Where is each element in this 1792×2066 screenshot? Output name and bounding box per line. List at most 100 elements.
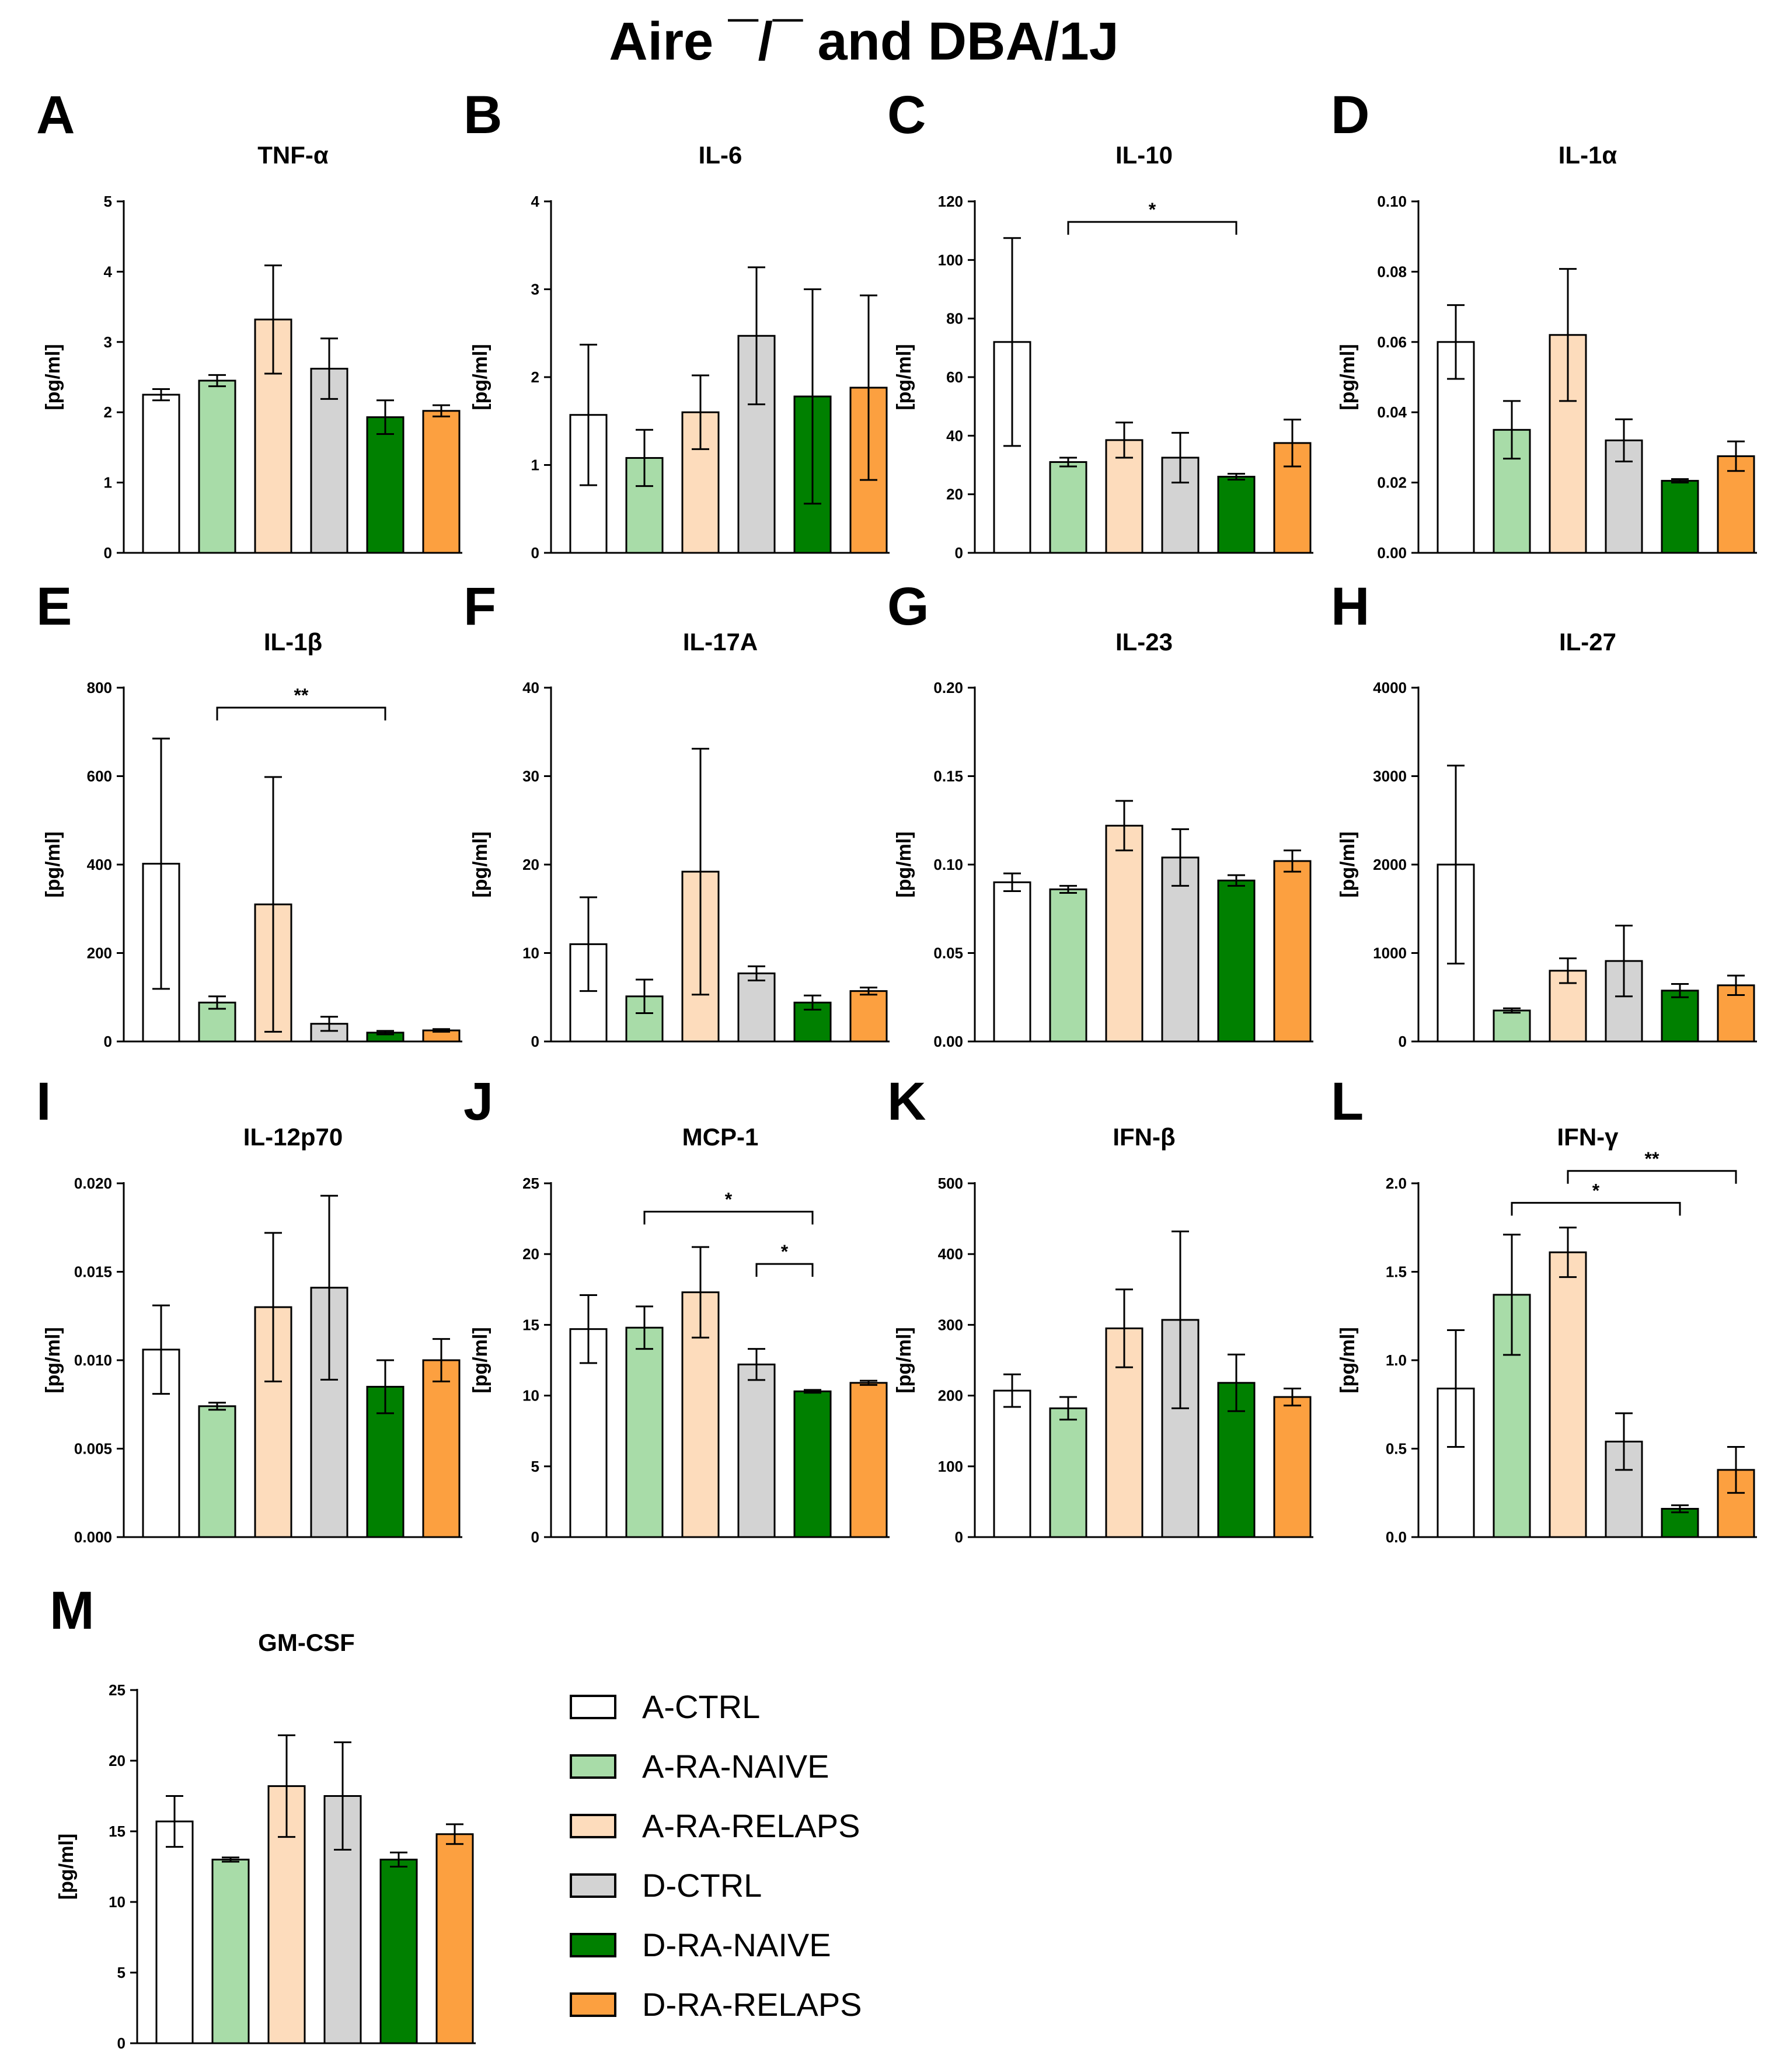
error-bar (152, 1304, 170, 1395)
error-bar (264, 264, 282, 375)
error-bar (320, 337, 338, 400)
y-axis-label: [pg/ml] (42, 1327, 64, 1393)
y-tick-label: 20 (109, 1752, 125, 1769)
y-axis-label: [pg/ml] (469, 344, 491, 410)
y-tick-label: 60 (946, 368, 963, 386)
bar-d-ctrl (1605, 439, 1643, 554)
y-tick-label: 10 (522, 945, 539, 962)
y-tick-label: 3000 (1373, 768, 1407, 785)
error-bar (580, 896, 597, 992)
y-tick-label: 4 (104, 263, 113, 280)
y-tick-label: 0.020 (74, 1175, 112, 1192)
panel-letter: M (50, 1581, 95, 1640)
error-bar (1559, 1227, 1577, 1278)
panel-g: G IL-23 [pg/ml] 0.00 0.05 0.10 0.15 0.20 (887, 577, 1313, 1050)
bar-a-ra-relaps (254, 318, 292, 554)
bar-d-ra-relaps (1273, 1396, 1312, 1538)
y-tick-label: 200 (938, 1387, 963, 1405)
bar-d-ra-naive (1217, 476, 1256, 554)
error-bar (636, 978, 653, 1015)
y-tick-label: 0.005 (74, 1440, 112, 1458)
error-bar (1003, 872, 1021, 892)
legend-item: D-RA-RELAPS (570, 1986, 862, 2023)
significance-label: ** (1645, 1148, 1659, 1169)
legend-swatch (570, 1695, 616, 1719)
y-tick-label: 15 (109, 1823, 125, 1840)
error-bar (1559, 268, 1577, 402)
panel-e: E IL-1β [pg/ml] 0 200 400 600 800 ** (36, 577, 462, 1050)
significance-bracket: * (643, 1189, 814, 1225)
error-bar (1447, 764, 1465, 965)
y-tick-label: 0.02 (1377, 474, 1407, 492)
y-tick-label: 0.000 (74, 1528, 112, 1546)
y-tick-label: 0 (955, 544, 963, 562)
error-bar (390, 1851, 407, 1868)
panel-letter: F (463, 577, 496, 636)
bar-d-ra-relaps (849, 1382, 888, 1538)
error-bar (1615, 418, 1633, 462)
y-tick-label: 1 (531, 457, 539, 474)
error-bar (1615, 925, 1633, 998)
error-bar (208, 995, 226, 1010)
y-tick-label: 0.10 (933, 856, 963, 873)
error-bar (860, 1379, 877, 1386)
panel-k: K IFN-β [pg/ml] 0 100 200 300 400 500 (887, 1072, 1313, 1546)
significance-label: ** (294, 685, 309, 706)
significance-label: * (1592, 1180, 1600, 1201)
y-tick-label: 600 (87, 768, 112, 785)
y-tick-label: 100 (938, 251, 963, 269)
y-tick-label: 1.0 (1386, 1351, 1407, 1369)
error-bar (804, 288, 821, 505)
bar-d-ctrl (310, 368, 348, 554)
y-tick-label: 400 (87, 856, 112, 873)
panel-c: C IL-10 [pg/ml] 0 20 40 60 80 100 120 * (887, 85, 1313, 562)
bar-d-ra-naive (793, 1390, 832, 1538)
panel-title: IL-23 (1115, 628, 1173, 656)
panel-title: IFN-β (1113, 1123, 1175, 1151)
error-bar (320, 1016, 338, 1032)
panel-title: TNF-α (257, 141, 329, 169)
bar-d-ra-relaps (435, 1833, 474, 2044)
error-bar (376, 1359, 394, 1415)
error-bar (1284, 849, 1301, 873)
legend-item: A-RA-RELAPS (570, 1807, 860, 1844)
panel-letter: I (36, 1072, 51, 1131)
y-axis-label: [pg/ml] (893, 831, 915, 897)
y-tick-label: 120 (938, 193, 963, 210)
y-tick-label: 2 (531, 368, 539, 386)
y-tick-label: 0.00 (1377, 544, 1407, 562)
y-tick-label: 1 (104, 474, 112, 492)
error-bar (1727, 974, 1745, 996)
error-bar (334, 1741, 351, 1851)
error-bar (1559, 957, 1577, 984)
y-tick-label: 200 (87, 945, 112, 962)
panel-b: B IL-6 [pg/ml] 0 1 2 3 4 (463, 85, 890, 562)
legend-swatch (570, 1814, 616, 1838)
y-tick-label: 0.015 (74, 1263, 112, 1281)
y-tick-label: 20 (522, 856, 539, 873)
error-bar (804, 994, 821, 1011)
y-tick-label: 0.15 (933, 768, 963, 785)
y-axis-label: [pg/ml] (893, 344, 915, 410)
error-bar (1447, 304, 1465, 380)
panel-letter: D (1331, 85, 1369, 145)
legend-item: A-RA-NAIVE (570, 1748, 829, 1785)
significance-bracket: ** (216, 685, 386, 721)
error-bar (152, 737, 170, 990)
y-axis-label: [pg/ml] (469, 831, 491, 897)
error-bar (804, 1389, 821, 1394)
y-tick-label: 4 (531, 193, 540, 210)
bar-a-ra-naive (625, 457, 664, 554)
significance-bracket: ** (1567, 1148, 1737, 1184)
y-tick-label: 0.04 (1377, 403, 1407, 421)
error-bar (1284, 419, 1301, 468)
error-bar (1727, 440, 1745, 472)
bar-d-ctrl (737, 972, 776, 1043)
error-bar (748, 1348, 765, 1381)
error-bar (264, 776, 282, 1033)
legend-swatch (570, 1992, 616, 2017)
y-tick-label: 4000 (1373, 679, 1407, 696)
legend-item: D-RA-NAIVE (570, 1926, 831, 1963)
y-tick-label: 0.5 (1386, 1440, 1407, 1458)
